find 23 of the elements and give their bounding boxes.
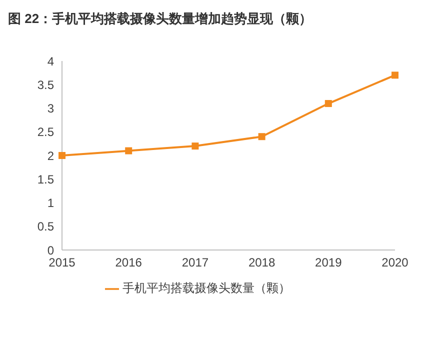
chart-title: 图 22：手机平均搭载摄像头数量增加趋势显现（颗） — [8, 10, 312, 28]
y-tick-label: 2.5 — [37, 125, 54, 140]
x-tick-label: 2017 — [182, 256, 209, 270]
point — [58, 152, 66, 159]
point — [125, 147, 132, 154]
y-tick-label: 4 — [47, 54, 54, 68]
y-tick-label: 2 — [47, 148, 54, 163]
x-tick-label: 2016 — [115, 256, 142, 270]
x-tick-label: 2019 — [315, 256, 342, 270]
y-tick-label: 3 — [47, 102, 54, 116]
y-tick-label: 0.5 — [37, 220, 54, 234]
y-tick-label: 1.5 — [37, 172, 54, 186]
x-tick-label: 2015 — [48, 256, 76, 270]
x-tick-label: 2018 — [248, 256, 276, 270]
point — [392, 72, 398, 79]
point — [324, 100, 332, 108]
y-tick-label: 0 — [47, 243, 54, 258]
y-tick-label: 1 — [47, 196, 54, 210]
y-tick-label: 3.5 — [37, 78, 54, 92]
point — [192, 142, 199, 150]
legend-label: 手机平均搭载摄像头数量（颗） — [122, 281, 290, 295]
x-tick-label: 2020 — [382, 256, 409, 270]
point — [258, 133, 266, 140]
